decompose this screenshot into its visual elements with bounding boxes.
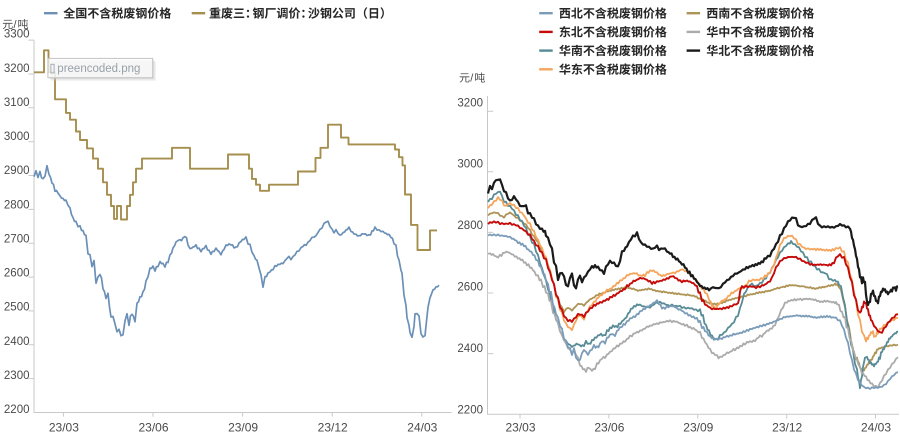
svg-text:/: / (470, 73, 474, 85)
svg-text:2300: 2300 (4, 370, 30, 382)
svg-text:23/09: 23/09 (228, 420, 258, 434)
svg-text:3200: 3200 (457, 97, 483, 109)
svg-text:2400: 2400 (4, 336, 30, 348)
svg-text:23/12: 23/12 (318, 420, 348, 434)
svg-text:24/03: 24/03 (407, 420, 437, 434)
svg-text:2600: 2600 (457, 282, 483, 294)
svg-text:preencoded.png: preencoded.png (57, 63, 140, 75)
svg-text:/: / (14, 19, 18, 31)
svg-text:23/12: 23/12 (772, 420, 802, 434)
svg-text:2200: 2200 (4, 404, 30, 416)
svg-text:2400: 2400 (457, 343, 483, 355)
svg-text:2900: 2900 (4, 165, 30, 177)
svg-text:3300: 3300 (4, 29, 30, 41)
svg-text:23/03: 23/03 (49, 420, 79, 434)
svg-text:3000: 3000 (4, 131, 30, 143)
svg-text:23/06: 23/06 (594, 420, 624, 434)
svg-text:2800: 2800 (457, 220, 483, 232)
svg-text:2800: 2800 (4, 199, 30, 211)
svg-text:2500: 2500 (4, 302, 30, 314)
svg-text:23/09: 23/09 (683, 420, 713, 434)
svg-text:23/06: 23/06 (138, 420, 168, 434)
svg-text:3100: 3100 (4, 97, 30, 109)
svg-text:2200: 2200 (457, 404, 483, 416)
svg-text:24/03: 24/03 (861, 420, 891, 434)
svg-text:3000: 3000 (457, 159, 483, 171)
svg-text:23/03: 23/03 (505, 420, 535, 434)
svg-text:3200: 3200 (4, 63, 30, 75)
svg-text:2700: 2700 (4, 233, 30, 245)
svg-text:2600: 2600 (4, 268, 30, 280)
